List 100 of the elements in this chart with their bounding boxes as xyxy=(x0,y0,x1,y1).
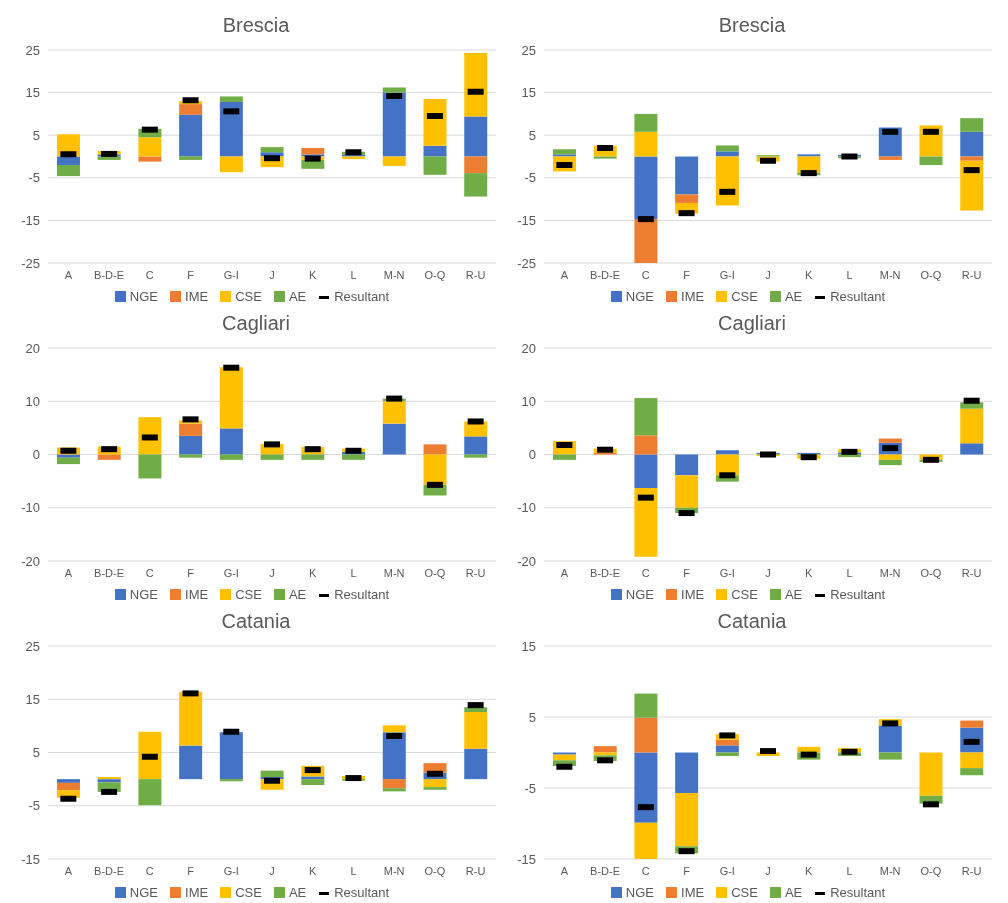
y-tick-label: -5 xyxy=(28,798,40,814)
x-tick-label: J xyxy=(765,864,771,877)
y-tick-label: -15 xyxy=(21,213,40,229)
y-tick-label: -5 xyxy=(28,170,40,186)
x-tick-label: B-D-E xyxy=(590,566,621,579)
y-tick-label: 5 xyxy=(32,127,40,143)
y-tick-label: -25 xyxy=(517,255,536,271)
x-tick-label: M-N xyxy=(879,864,901,877)
x-tick-label: M-N xyxy=(383,864,405,877)
x-tick-label: L xyxy=(846,566,853,579)
legend-label: IME xyxy=(681,587,705,602)
y-tick-label: -10 xyxy=(21,500,40,516)
y-tick-label: 15 xyxy=(25,85,40,101)
y-tick-label: -20 xyxy=(517,553,536,569)
legend-label: IME xyxy=(681,885,705,900)
x-tick-label: R-U xyxy=(465,566,486,579)
y-tick-label: -15 xyxy=(21,851,40,867)
y-tick-label: 25 xyxy=(25,638,40,654)
legend-label: Resultant xyxy=(830,885,886,900)
legend-label: Resultant xyxy=(830,289,886,304)
y-tick-label: -25 xyxy=(21,255,40,271)
legend-label: AE xyxy=(784,885,803,900)
x-tick-label: K xyxy=(309,864,318,877)
chart-title: Catania xyxy=(220,609,292,634)
x-tick-label: L xyxy=(846,268,853,281)
x-tick-label: M-N xyxy=(383,566,405,579)
legend-label: CSE xyxy=(235,885,262,900)
x-tick-label: K xyxy=(805,864,814,877)
legend-label: Resultant xyxy=(334,289,390,304)
y-tick-label: 20 xyxy=(521,340,536,356)
legend-label: CSE xyxy=(731,587,758,602)
x-tick-label: L xyxy=(350,566,357,579)
y-tick-label: 20 xyxy=(25,340,40,356)
y-tick-label: 10 xyxy=(25,393,40,409)
legend-label: Resultant xyxy=(334,885,390,900)
x-tick-label: M-N xyxy=(383,268,405,281)
legend-label: AE xyxy=(288,587,307,602)
x-tick-label: C xyxy=(641,268,650,281)
chart-title: Catania xyxy=(716,609,788,634)
y-tick-label: 10 xyxy=(521,393,536,409)
legend-label: NGE xyxy=(625,587,655,602)
x-tick-label: B-D-E xyxy=(590,268,621,281)
legend-label: IME xyxy=(185,587,209,602)
x-tick-label: C xyxy=(641,864,650,877)
x-tick-label: O-Q xyxy=(424,864,446,877)
legend-label: IME xyxy=(185,289,209,304)
x-tick-label: O-Q xyxy=(920,566,942,579)
y-tick-label: 15 xyxy=(25,691,40,707)
x-tick-label: G-I xyxy=(223,268,239,281)
y-tick-label: -10 xyxy=(517,500,536,516)
legend-label: NGE xyxy=(129,587,159,602)
y-tick-label: 0 xyxy=(32,447,40,463)
legend-label: AE xyxy=(784,289,803,304)
x-tick-label: O-Q xyxy=(920,268,942,281)
x-tick-label: J xyxy=(765,566,771,579)
x-tick-label: A xyxy=(64,268,73,281)
legend-label: Resultant xyxy=(334,587,390,602)
legend-label: NGE xyxy=(625,289,655,304)
x-tick-label: R-U xyxy=(465,268,486,281)
x-tick-label: F xyxy=(683,864,691,877)
x-tick-label: C xyxy=(641,566,650,579)
y-tick-label: -15 xyxy=(517,213,536,229)
legend-label: AE xyxy=(784,587,803,602)
x-tick-label: F xyxy=(187,566,195,579)
x-tick-label: A xyxy=(64,864,73,877)
x-tick-label: C xyxy=(145,864,154,877)
x-tick-label: A xyxy=(560,864,569,877)
chart-title: Brescia xyxy=(221,13,291,38)
x-tick-label: M-N xyxy=(879,566,901,579)
x-tick-label: F xyxy=(683,268,691,281)
legend-label: IME xyxy=(681,289,705,304)
y-tick-label: -15 xyxy=(517,851,536,867)
x-tick-label: M-N xyxy=(879,268,901,281)
x-tick-label: F xyxy=(187,268,195,281)
x-tick-label: G-I xyxy=(223,566,239,579)
x-tick-label: A xyxy=(560,566,569,579)
legend-label: AE xyxy=(288,885,307,900)
x-tick-label: L xyxy=(846,864,853,877)
x-tick-label: J xyxy=(765,268,771,281)
x-tick-label: G-I xyxy=(719,864,735,877)
chart-title: Brescia xyxy=(717,13,787,38)
legend-label: NGE xyxy=(129,289,159,304)
x-tick-label: C xyxy=(145,268,154,281)
x-tick-label: A xyxy=(64,566,73,579)
x-tick-label: C xyxy=(145,566,154,579)
y-tick-label: 15 xyxy=(521,85,536,101)
legend-label: CSE xyxy=(731,289,758,304)
legend-label: NGE xyxy=(625,885,655,900)
x-tick-label: J xyxy=(269,864,275,877)
y-tick-label: 25 xyxy=(521,42,536,58)
legend-label: Resultant xyxy=(830,587,886,602)
x-tick-label: K xyxy=(309,566,318,579)
x-tick-label: L xyxy=(350,864,357,877)
x-tick-label: B-D-E xyxy=(94,566,125,579)
x-tick-label: O-Q xyxy=(920,864,942,877)
x-tick-label: R-U xyxy=(961,566,982,579)
x-tick-label: L xyxy=(350,268,357,281)
x-tick-label: F xyxy=(683,566,691,579)
y-tick-label: -20 xyxy=(21,553,40,569)
x-tick-label: R-U xyxy=(961,864,982,877)
